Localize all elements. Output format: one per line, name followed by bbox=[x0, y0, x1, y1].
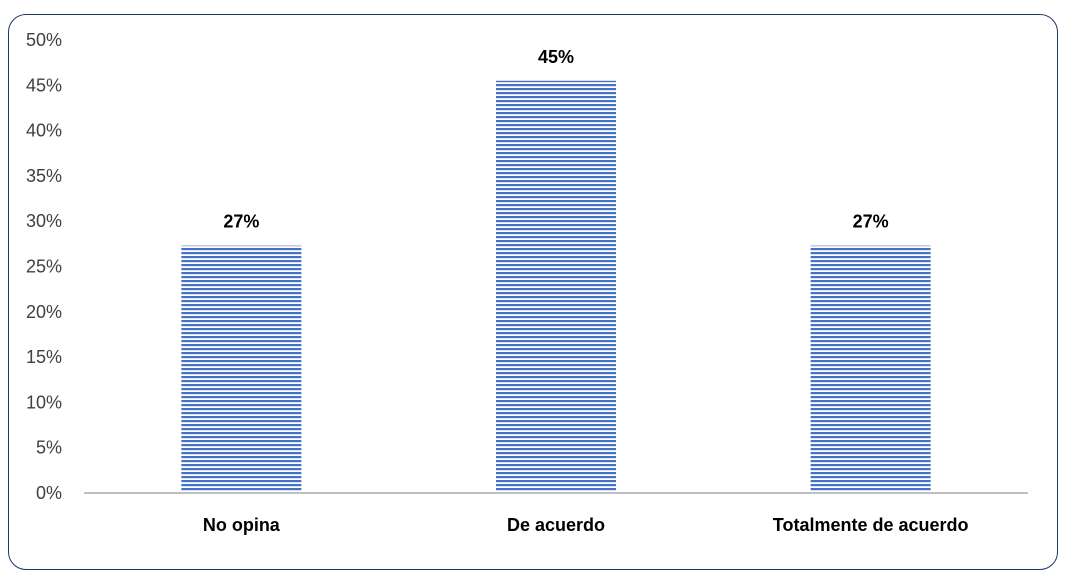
y-tick-label: 20% bbox=[26, 302, 62, 322]
y-tick-label: 40% bbox=[26, 121, 62, 141]
category-label: De acuerdo bbox=[507, 515, 605, 535]
bars bbox=[181, 80, 931, 494]
y-tick-label: 35% bbox=[26, 166, 62, 186]
bar bbox=[810, 245, 931, 493]
category-label: No opina bbox=[203, 515, 281, 535]
data-label: 45% bbox=[538, 47, 574, 67]
bar bbox=[496, 80, 616, 494]
y-tick-label: 30% bbox=[26, 211, 62, 231]
category-labels: No opina De acuerdo Totalmente de acuerdo bbox=[203, 515, 969, 535]
y-tick-label: 45% bbox=[26, 75, 62, 95]
y-tick-label: 50% bbox=[26, 30, 62, 50]
y-tick-label: 10% bbox=[26, 392, 62, 412]
data-label: 27% bbox=[853, 212, 889, 232]
data-labels: 27% 45% 27% bbox=[223, 47, 888, 232]
y-tick-label: 25% bbox=[26, 257, 62, 277]
category-label: Totalmente de acuerdo bbox=[773, 515, 969, 535]
y-axis-ticks: 0% 5% 10% 15% 20% 25% 30% 35% 40% 45% 50% bbox=[26, 30, 62, 503]
y-tick-label: 0% bbox=[36, 483, 62, 503]
data-label: 27% bbox=[223, 212, 259, 232]
y-tick-label: 5% bbox=[36, 438, 62, 458]
y-tick-label: 15% bbox=[26, 347, 62, 367]
bar bbox=[181, 245, 302, 493]
